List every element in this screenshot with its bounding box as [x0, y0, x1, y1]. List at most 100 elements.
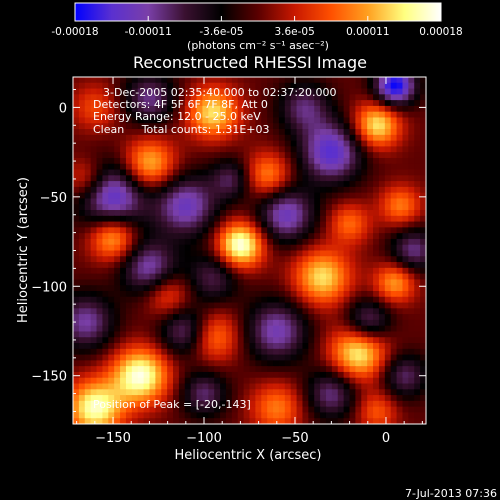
heatmap-cell: [373, 186, 380, 194]
heatmap-cell: [420, 152, 426, 159]
heatmap-cell: [361, 290, 368, 298]
heatmap-cell: [402, 273, 409, 281]
heatmap-cell: [231, 366, 239, 373]
heatmap-cell: [78, 77, 86, 84]
heatmap-cell: [284, 290, 292, 298]
heatmap-cell: [225, 163, 233, 171]
heatmap-cell: [143, 343, 151, 350]
heatmap-cell: [231, 238, 239, 246]
heatmap-cell: [408, 215, 415, 223]
heatmap-cell: [290, 262, 298, 269]
heatmap-cell: [308, 192, 315, 200]
heatmap-cell: [208, 129, 215, 136]
heatmap-cell: [378, 123, 386, 130]
heatmap-cell: [325, 105, 333, 113]
heatmap-cell: [131, 169, 139, 176]
heatmap-cell: [261, 371, 268, 379]
heatmap-cell: [278, 412, 286, 419]
heatmap-cell: [278, 227, 286, 234]
heatmap-cell: [220, 198, 227, 205]
heatmap-cell: [120, 152, 127, 159]
heatmap-cell: [278, 175, 286, 182]
heatmap-cell: [396, 134, 404, 142]
heatmap-cell: [202, 400, 209, 408]
heatmap-cell: [155, 296, 162, 304]
heatmap-cell: [402, 94, 409, 101]
heatmap-cell: [131, 308, 139, 315]
heatmap-cell: [202, 343, 209, 350]
heatmap-cell: [343, 418, 351, 424]
heatmap-cell: [190, 146, 198, 153]
heatmap-cell: [149, 157, 156, 165]
heatmap-cell: [84, 192, 92, 200]
heatmap-cell: [331, 169, 339, 176]
heatmap-cell: [178, 348, 186, 356]
heatmap-cell: [273, 366, 280, 373]
heatmap-cell: [220, 262, 227, 269]
heatmap-cell: [108, 105, 115, 113]
heatmap-cell: [249, 152, 256, 159]
heatmap-cell: [325, 290, 333, 298]
heatmap-cell: [108, 302, 115, 309]
heatmap-cell: [278, 371, 286, 379]
heatmap-cell: [108, 134, 115, 142]
heatmap-cell: [408, 290, 415, 298]
heatmap-cell: [325, 238, 333, 246]
heatmap-cell: [114, 395, 121, 402]
heatmap-cell: [402, 296, 409, 304]
heatmap-cell: [361, 117, 368, 124]
heatmap-cell: [114, 360, 121, 367]
heatmap-cell: [161, 285, 168, 292]
heatmap-cell: [414, 181, 421, 188]
heatmap-cell: [220, 186, 227, 194]
heatmap-cell: [343, 360, 351, 367]
heatmap-cell: [355, 412, 362, 419]
heatmap-cell: [243, 285, 251, 292]
heatmap-cell: [102, 418, 109, 424]
heatmap-cell: [331, 262, 339, 269]
heatmap-cell: [296, 371, 304, 379]
heatmap-cell: [296, 146, 304, 153]
heatmap-cell: [149, 285, 156, 292]
heatmap-cell: [137, 296, 145, 304]
heatmap-cell: [131, 111, 139, 119]
heatmap-cell: [314, 290, 321, 298]
heatmap-cell: [220, 210, 227, 217]
heatmap-cell: [243, 389, 251, 396]
heatmap-cell: [296, 279, 304, 286]
heatmap-cell: [120, 418, 127, 424]
heatmap-cell: [249, 100, 256, 107]
heatmap-cell: [290, 406, 298, 414]
heatmap-cell: [220, 82, 227, 90]
heatmap-cell: [373, 163, 380, 171]
heatmap-cell: [349, 117, 356, 124]
heatmap-cell: [308, 262, 315, 269]
heatmap-cell: [273, 412, 280, 419]
heatmap-cell: [90, 181, 98, 188]
heatmap-cell: [361, 181, 368, 188]
heatmap-cell: [137, 412, 145, 419]
heatmap-cell: [90, 343, 98, 350]
heatmap-cell: [102, 210, 109, 217]
heatmap-cell: [220, 163, 227, 171]
heatmap-cell: [314, 175, 321, 182]
heatmap-cell: [243, 348, 251, 356]
heatmap-cell: [290, 250, 298, 257]
heatmap-cell: [325, 152, 333, 159]
heatmap-cell: [161, 371, 168, 379]
heatmap-cell: [73, 273, 80, 281]
heatmap-cell: [108, 360, 115, 367]
heatmap-cell: [314, 262, 321, 269]
heatmap-cell: [267, 308, 274, 315]
heatmap-cell: [278, 215, 286, 223]
heatmap-cell: [167, 82, 174, 90]
heatmap-cell: [149, 134, 156, 142]
heatmap-cell: [267, 82, 274, 90]
heatmap-cell: [90, 77, 98, 84]
heatmap-cell: [214, 233, 221, 240]
heatmap-cell: [278, 319, 286, 327]
heatmap-cell: [184, 169, 192, 176]
heatmap-cell: [378, 267, 386, 275]
heatmap-cell: [225, 279, 233, 286]
heatmap-cell: [290, 296, 298, 304]
